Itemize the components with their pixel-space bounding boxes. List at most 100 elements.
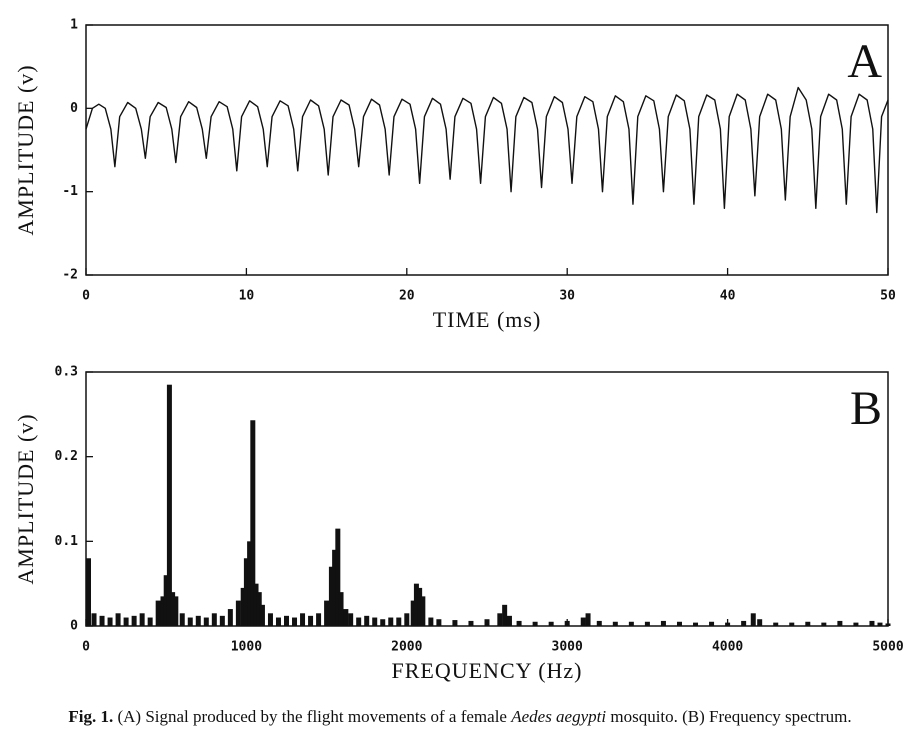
spectrum-bar: [240, 587, 246, 626]
spectrum-bar: [805, 621, 811, 626]
spectrum-bar: [676, 621, 682, 626]
spectrum-bar: [516, 620, 522, 626]
plot-frame: [85, 24, 889, 276]
x-tick-label: 40: [720, 289, 736, 304]
spectrum-bar: [155, 600, 161, 626]
spectrum-bar: [203, 617, 209, 626]
spectrum-bar: [877, 622, 883, 626]
x-tick-label: 50: [880, 289, 896, 304]
y-axis-title: AMPLITUDE (v): [13, 64, 38, 235]
spectrum-bar: [436, 619, 442, 626]
spectrum-bar: [380, 619, 386, 626]
spectrum-bar: [468, 620, 474, 626]
spectrum-bar: [195, 615, 201, 626]
spectrum-bar: [170, 592, 176, 626]
spectrum-bar: [247, 541, 253, 626]
spectrum-bar: [750, 613, 756, 626]
caption-text: (A) Signal produced by the flight moveme…: [117, 707, 506, 726]
spectrum-bar: [348, 613, 354, 626]
spectrum-bar: [107, 617, 113, 626]
spectrum-bar: [709, 621, 715, 626]
spectrum-bar: [741, 620, 747, 626]
signal-line: [85, 86, 889, 214]
spectrum-bar: [502, 604, 508, 626]
spectrum-bar: [253, 583, 259, 626]
spectrum-bar: [99, 615, 105, 626]
spectrum-bar: [115, 613, 121, 626]
spectrum-bar: [123, 617, 129, 626]
x-tick-label: 1000: [231, 640, 262, 655]
spectrum-bar: [160, 596, 166, 626]
spectrum-bar: [757, 619, 763, 626]
x-tick-label: 3000: [552, 640, 583, 655]
panel-label: A: [847, 35, 882, 88]
spectrum-bar: [259, 604, 265, 626]
x-axis-title: FREQUENCY (Hz): [392, 658, 583, 683]
spectrum-bar: [275, 617, 281, 626]
spectrum-bar: [532, 621, 538, 626]
spectrum-bar: [300, 613, 306, 626]
spectrum-bar: [91, 613, 97, 626]
x-axis-title: TIME (ms): [433, 307, 542, 332]
spectrum-bar: [853, 622, 859, 626]
spectrum-bar: [356, 617, 362, 626]
spectrum-bar: [335, 528, 341, 626]
spectrum-bar: [413, 583, 419, 626]
spectrum-bar: [596, 620, 602, 626]
spectrum-bar: [139, 613, 145, 626]
y-tick-label: -2: [62, 268, 78, 283]
spectrum-bar: [693, 622, 699, 626]
spectrum-bar: [163, 575, 169, 626]
plot-frame: [85, 371, 889, 627]
spectrum-bar: [316, 613, 322, 626]
spectrum-bar: [292, 617, 298, 626]
spectrum-bar: [497, 613, 503, 626]
x-tick-label: 4000: [712, 640, 743, 655]
caption-text: mosquito. (B) Frequency spectrum.: [610, 707, 851, 726]
spectrum-bar: [428, 617, 434, 626]
y-tick-label: 0.2: [55, 449, 78, 464]
spectrum-bar: [821, 622, 827, 626]
spectrum-bar: [580, 617, 586, 626]
x-tick-label: 2000: [391, 640, 422, 655]
spectrum-bar: [372, 617, 378, 626]
spectrum-bar: [86, 558, 91, 626]
caption: Fig. 1. (A) Signal produced by the fligh…: [68, 707, 851, 726]
y-tick-label: 0.1: [55, 534, 79, 549]
spectrum-bar: [364, 615, 370, 626]
y-tick-label: -1: [62, 184, 78, 199]
spectrum-bar: [612, 621, 618, 626]
spectrum-bar: [267, 613, 273, 626]
spectrum-bar: [644, 621, 650, 626]
x-tick-label: 5000: [872, 640, 903, 655]
spectrum-bar: [219, 615, 225, 626]
spectrum-bar: [585, 613, 591, 626]
spectrum-bar: [548, 621, 554, 626]
x-tick-label: 10: [239, 289, 255, 304]
spectrum-bar: [256, 592, 262, 626]
spectrum-bar: [308, 615, 314, 626]
spectrum-bar: [147, 617, 153, 626]
spectrum-bar: [773, 622, 779, 626]
spectrum-bar: [243, 558, 249, 626]
spectrum-bar: [837, 620, 843, 626]
x-tick-label: 20: [399, 289, 415, 304]
spectrum-bar: [388, 617, 394, 626]
x-tick-label: 30: [559, 289, 575, 304]
x-tick-label: 0: [82, 640, 90, 655]
y-tick-label: 0: [70, 619, 78, 634]
spectrum-bar: [166, 384, 172, 626]
spectrum-bar: [417, 587, 423, 626]
spectrum-bar: [869, 620, 875, 626]
y-axis-title: AMPLITUDE (v): [13, 413, 38, 584]
spectrum-bar: [885, 623, 891, 626]
x-tick-label: 0: [82, 289, 90, 304]
spectrum-bar: [564, 620, 570, 626]
y-tick-label: 1: [70, 18, 78, 33]
spectrum-bar: [725, 622, 731, 626]
spectrum-bar: [250, 420, 256, 626]
spectrum-bar: [332, 549, 338, 626]
spectrum-bar: [235, 600, 241, 626]
spectrum-bar: [284, 615, 289, 626]
